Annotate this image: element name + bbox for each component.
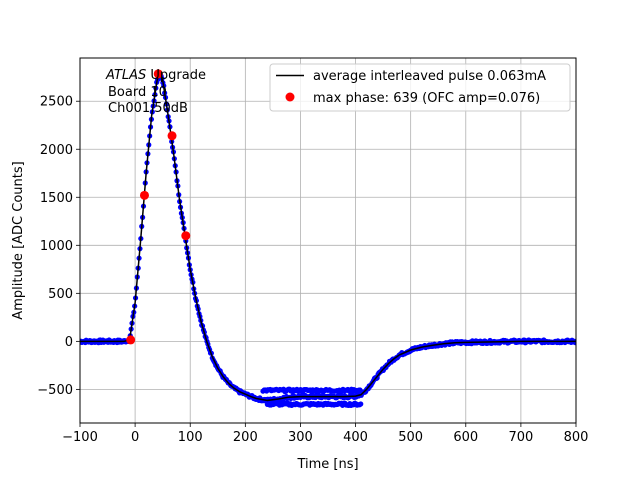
x-tick-label: 800 (564, 430, 589, 445)
y-tick-label: 1500 (40, 191, 73, 206)
atlas-label: ATLAS (105, 68, 146, 83)
x-axis-label: Time [ns] (296, 457, 358, 472)
svg-text:ATLAS Upgrade: ATLAS Upgrade (105, 68, 206, 83)
max-phase-point (153, 69, 163, 79)
x-tick-label: 400 (343, 430, 368, 445)
legend: average interleaved pulse 0.063mA max ph… (269, 63, 571, 112)
y-tick-label: −500 (37, 383, 73, 398)
plot-data (80, 69, 576, 408)
x-tick-label: 600 (453, 430, 478, 445)
y-tick-label: 1000 (40, 239, 73, 254)
legend-box (269, 63, 571, 112)
y-tick-label: 500 (48, 287, 73, 302)
max-phase-point (126, 335, 136, 345)
legend-point-marker (285, 92, 295, 102)
upgrade-label: Upgrade (146, 68, 206, 83)
max-phase-point (181, 231, 191, 241)
y-tick-label: 2500 (40, 95, 73, 110)
atlas-annotation: ATLAS Upgrade Board 10 Ch001 50dB (105, 68, 206, 116)
x-tick-label: −100 (62, 430, 98, 445)
sample-point (357, 387, 363, 393)
x-tick-label: 300 (288, 430, 313, 445)
channel-label: Ch001 50dB (108, 101, 188, 116)
x-tick-label: 0 (131, 430, 139, 445)
y-tick-label: 2000 (40, 143, 73, 158)
axis-ticks: −100 0 100 200 300 400 500 600 700 800 −500 0 500 100… (37, 95, 588, 445)
max-phase-point (167, 131, 177, 141)
x-tick-label: 500 (398, 430, 423, 445)
x-tick-label: 700 (508, 430, 533, 445)
plot-frame (79, 57, 577, 424)
board-label: Board 10 (108, 85, 167, 100)
y-axis-label: Amplitude [ADC Counts] (11, 161, 26, 319)
max-phase-point (139, 190, 149, 200)
legend-entry-points: max phase: 639 (OFC amp=0.076) (313, 91, 540, 106)
x-tick-label: 200 (233, 430, 258, 445)
x-tick-label: 100 (178, 430, 203, 445)
legend-entry-line: average interleaved pulse 0.063mA (313, 69, 546, 84)
y-tick-label: 0 (65, 335, 73, 350)
sample-point (358, 401, 364, 407)
average-pulse-line (80, 71, 576, 402)
